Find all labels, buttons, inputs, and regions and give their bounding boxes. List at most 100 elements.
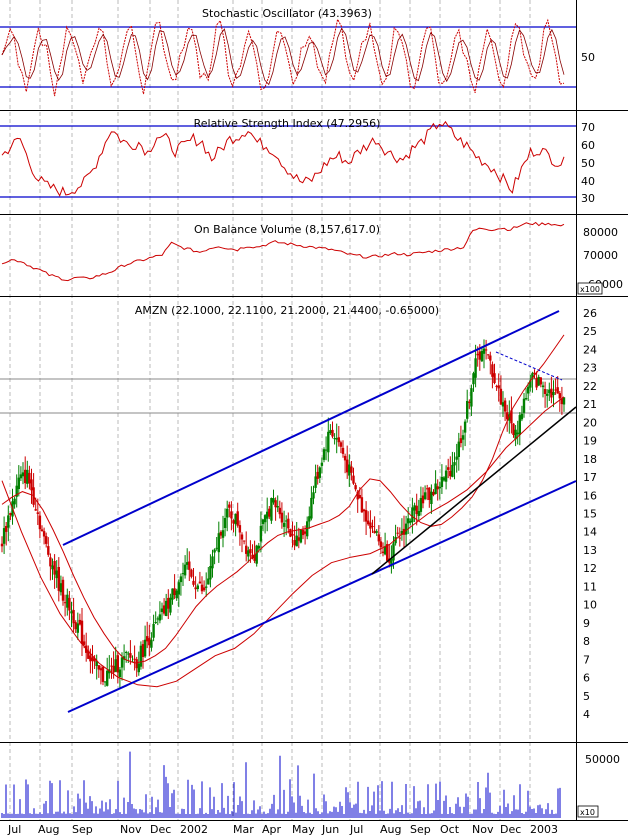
- candle-body: [527, 386, 530, 394]
- candle-body: [562, 397, 566, 405]
- candle-body: [209, 566, 212, 580]
- candle-body: [541, 385, 545, 388]
- candle-body: [76, 623, 79, 633]
- candle-body: [470, 388, 473, 407]
- rsi-tick-50: 50: [581, 157, 595, 170]
- candle-body: [171, 588, 174, 600]
- price-panel: 26 25 24 23 22 21 20 19 18 17 16 15 14 13 12 11 10 9 8 7 6 5 4…: [0, 304, 597, 721]
- candle-body: [369, 522, 372, 529]
- candle-body: [556, 387, 559, 394]
- candle-body: [196, 585, 199, 589]
- candle-body: [529, 380, 532, 388]
- obv-panel: On Balance Volume (8,157,617.0) 80000 70…: [1, 221, 623, 295]
- candle-body: [87, 650, 90, 659]
- candle-body: [329, 430, 332, 433]
- candle-body: [415, 505, 418, 515]
- candle-body: [449, 470, 452, 477]
- candle-body: [434, 483, 437, 494]
- candle-body: [59, 583, 63, 593]
- rsi-tick-70: 70: [581, 121, 595, 134]
- obv-tick-70000: 70000: [583, 249, 618, 262]
- lower-channel-trendline: [67, 480, 577, 713]
- candle-body: [181, 573, 185, 575]
- obv-tick-80000: 80000: [583, 226, 618, 239]
- candle-body: [484, 349, 488, 351]
- candle-body: [51, 565, 54, 570]
- candle-body: [308, 516, 311, 522]
- candle-body: [232, 520, 235, 524]
- candle-body: [404, 523, 408, 535]
- candle-body: [356, 491, 359, 500]
- candle-body: [291, 534, 294, 536]
- price-tick-15: 15: [583, 508, 597, 521]
- candle-body: [301, 529, 305, 536]
- price-axis-ticks: 26 25 24 23 22 21 20 19 18 17 16 15 14 13 12 11 10 9 8 7 6 5 4: [583, 307, 597, 721]
- upper-channel-trendline: [62, 310, 560, 546]
- candle-body: [546, 393, 549, 396]
- candle-body: [468, 401, 471, 403]
- candle-body: [508, 414, 511, 421]
- rsi-tick-40: 40: [581, 175, 595, 188]
- candle-body: [5, 526, 8, 532]
- candle-body: [198, 581, 202, 584]
- x-label-aug-2: Aug: [380, 823, 401, 836]
- candle-body: [255, 545, 258, 564]
- candle-body: [373, 530, 376, 534]
- candle-body: [554, 389, 557, 391]
- candle-body: [152, 623, 155, 638]
- candle-body: [480, 351, 484, 362]
- candle-body: [466, 401, 469, 419]
- candle-body: [0, 543, 4, 547]
- candle-body: [192, 580, 195, 585]
- candle-body: [190, 569, 193, 577]
- short-moving-average: [1, 334, 565, 664]
- candle-body: [430, 491, 433, 504]
- candle-body: [93, 658, 96, 662]
- candle-body: [240, 534, 244, 540]
- candle-body: [531, 373, 534, 379]
- candle-body: [312, 492, 315, 499]
- price-tick-14: 14: [583, 526, 597, 539]
- price-tick-23: 23: [583, 362, 597, 375]
- candle-body: [497, 385, 500, 389]
- price-tick-26: 26: [583, 307, 597, 320]
- candle-body: [188, 561, 191, 570]
- x-label-nov-2: Nov: [472, 823, 494, 836]
- candle-body: [419, 498, 423, 512]
- candle-body: [183, 564, 187, 576]
- candle-body: [47, 546, 50, 555]
- candle-body: [127, 653, 130, 655]
- price-tick-18: 18: [583, 453, 597, 466]
- candle-body: [396, 532, 399, 534]
- volume-multiplier: x10: [580, 808, 595, 817]
- candle-body: [55, 570, 58, 579]
- candle-body: [377, 534, 380, 542]
- candle-body: [444, 470, 448, 482]
- candle-body: [560, 398, 564, 405]
- price-tick-4: 4: [583, 708, 590, 721]
- candle-body: [550, 388, 553, 398]
- candle-body: [125, 652, 128, 653]
- candle-body: [72, 610, 75, 624]
- candle-body: [91, 657, 94, 661]
- x-label-dec: Dec: [150, 823, 171, 836]
- candle-body: [150, 639, 153, 648]
- candle-body: [122, 656, 126, 660]
- x-label-apr: Apr: [262, 823, 282, 836]
- candle-body: [74, 622, 77, 630]
- x-label-nov: Nov: [120, 823, 142, 836]
- rsi-tick-30: 30: [581, 192, 595, 205]
- candle-body: [146, 636, 149, 642]
- x-label-sep-2: Sep: [410, 823, 431, 836]
- candle-body: [457, 441, 460, 457]
- candle-body: [335, 438, 338, 440]
- candle-body: [354, 485, 357, 490]
- candle-body: [390, 559, 393, 567]
- candle-body: [173, 588, 176, 595]
- candle-body: [103, 681, 107, 683]
- candle-body: [348, 464, 351, 476]
- candle-body: [215, 547, 218, 549]
- candle-body: [97, 665, 100, 670]
- stochastic-signal-line: [1, 27, 565, 86]
- candle-body: [285, 520, 288, 522]
